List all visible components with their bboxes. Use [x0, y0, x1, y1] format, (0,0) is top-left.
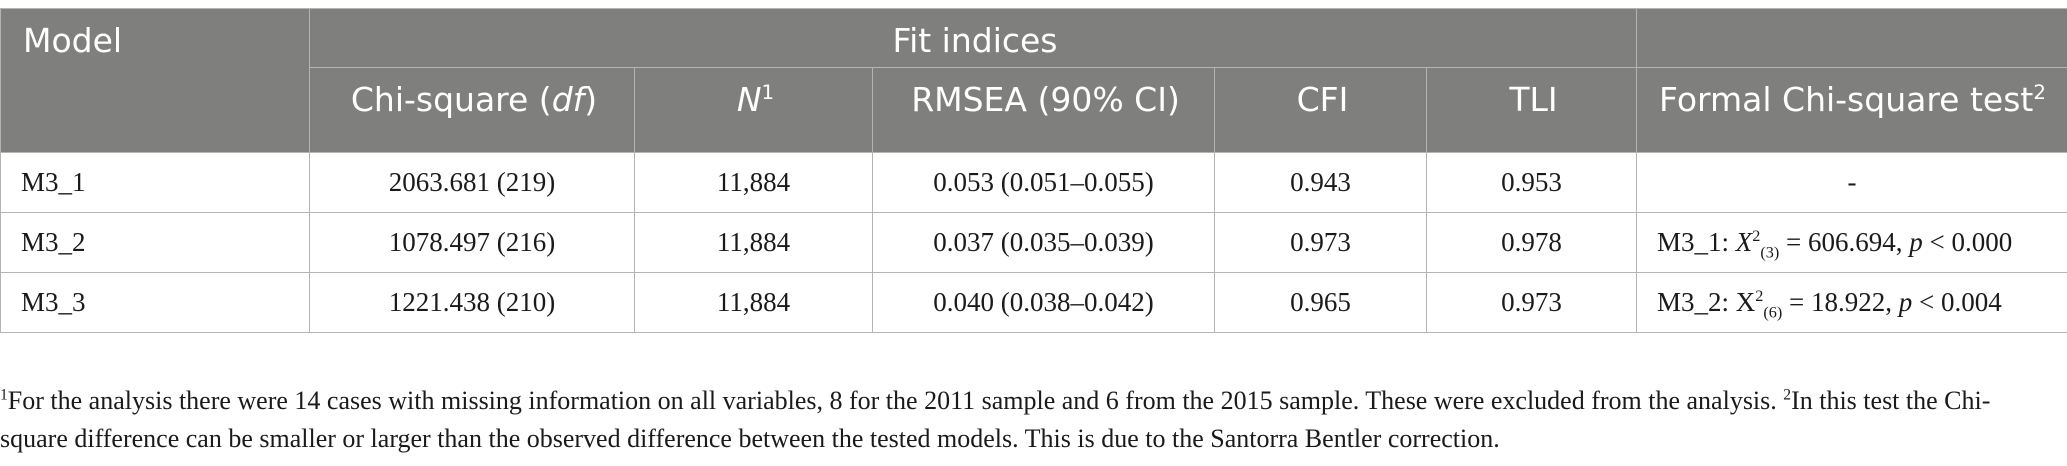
formal-test-header: Formal Chi-square test2: [1636, 67, 2067, 153]
n-cell: 11,884: [634, 212, 873, 273]
model-cell: M3_2: [0, 212, 310, 273]
cfi-cell: 0.965: [1214, 272, 1427, 333]
cfi-cell: 0.943: [1214, 152, 1427, 213]
table-row: M3_2 1078.497 (216) 11,884 0.037 (0.035–…: [0, 212, 2067, 273]
chi-square-header: Chi-square (df): [309, 67, 635, 153]
tli-header: TLI: [1425, 67, 1638, 153]
cfi-cell: 0.973: [1214, 212, 1427, 273]
tli-cell: 0.973: [1425, 272, 1638, 333]
header-row-1: Model Fit indices: [0, 8, 2067, 153]
model-cell: M3_3: [0, 272, 310, 333]
n-cell: 11,884: [634, 272, 873, 333]
chi-square-cell: 1078.497 (216): [309, 212, 635, 273]
table-row: M3_1 2063.681 (219) 11,884 0.053 (0.051–…: [0, 152, 2067, 213]
chi-square-cell: 2063.681 (219): [309, 152, 635, 213]
rmsea-cell: 0.040 (0.038–0.042): [872, 272, 1215, 333]
tli-cell: 0.953: [1425, 152, 1638, 213]
formal-test-cell: M3_1: X2(3) = 606.694, p < 0.000: [1636, 212, 2067, 273]
fit-indices-header: Fit indices: [308, 8, 1638, 68]
table-footnote: 1For the analysis there were 14 cases wi…: [0, 386, 1991, 453]
n-header: N1: [634, 67, 873, 153]
header-row-2: Chi-square (df) N1 RMSEA (90% CI) CFI TL…: [1, 67, 2067, 153]
rmsea-header: RMSEA (90% CI): [872, 67, 1215, 153]
tli-cell: 0.978: [1425, 212, 1638, 273]
fit-indices-table: Model Fit indices Chi-square (df) N1 RMS…: [0, 8, 2067, 333]
rmsea-cell: 0.053 (0.051–0.055): [872, 152, 1215, 213]
formal-test-cell: M3_2: X2(6) = 18.922, p < 0.004: [1636, 272, 2067, 333]
cfi-header: CFI: [1214, 67, 1427, 153]
rmsea-cell: 0.037 (0.035–0.039): [872, 212, 1215, 273]
header-blank: [1636, 8, 2067, 68]
formal-test-cell: -: [1636, 152, 2067, 213]
model-header: Model: [0, 8, 310, 153]
model-cell: M3_1: [0, 152, 310, 213]
chi-square-cell: 1221.438 (210): [309, 272, 635, 333]
table-row: M3_3 1221.438 (210) 11,884 0.040 (0.038–…: [0, 272, 2067, 333]
n-cell: 11,884: [634, 152, 873, 213]
